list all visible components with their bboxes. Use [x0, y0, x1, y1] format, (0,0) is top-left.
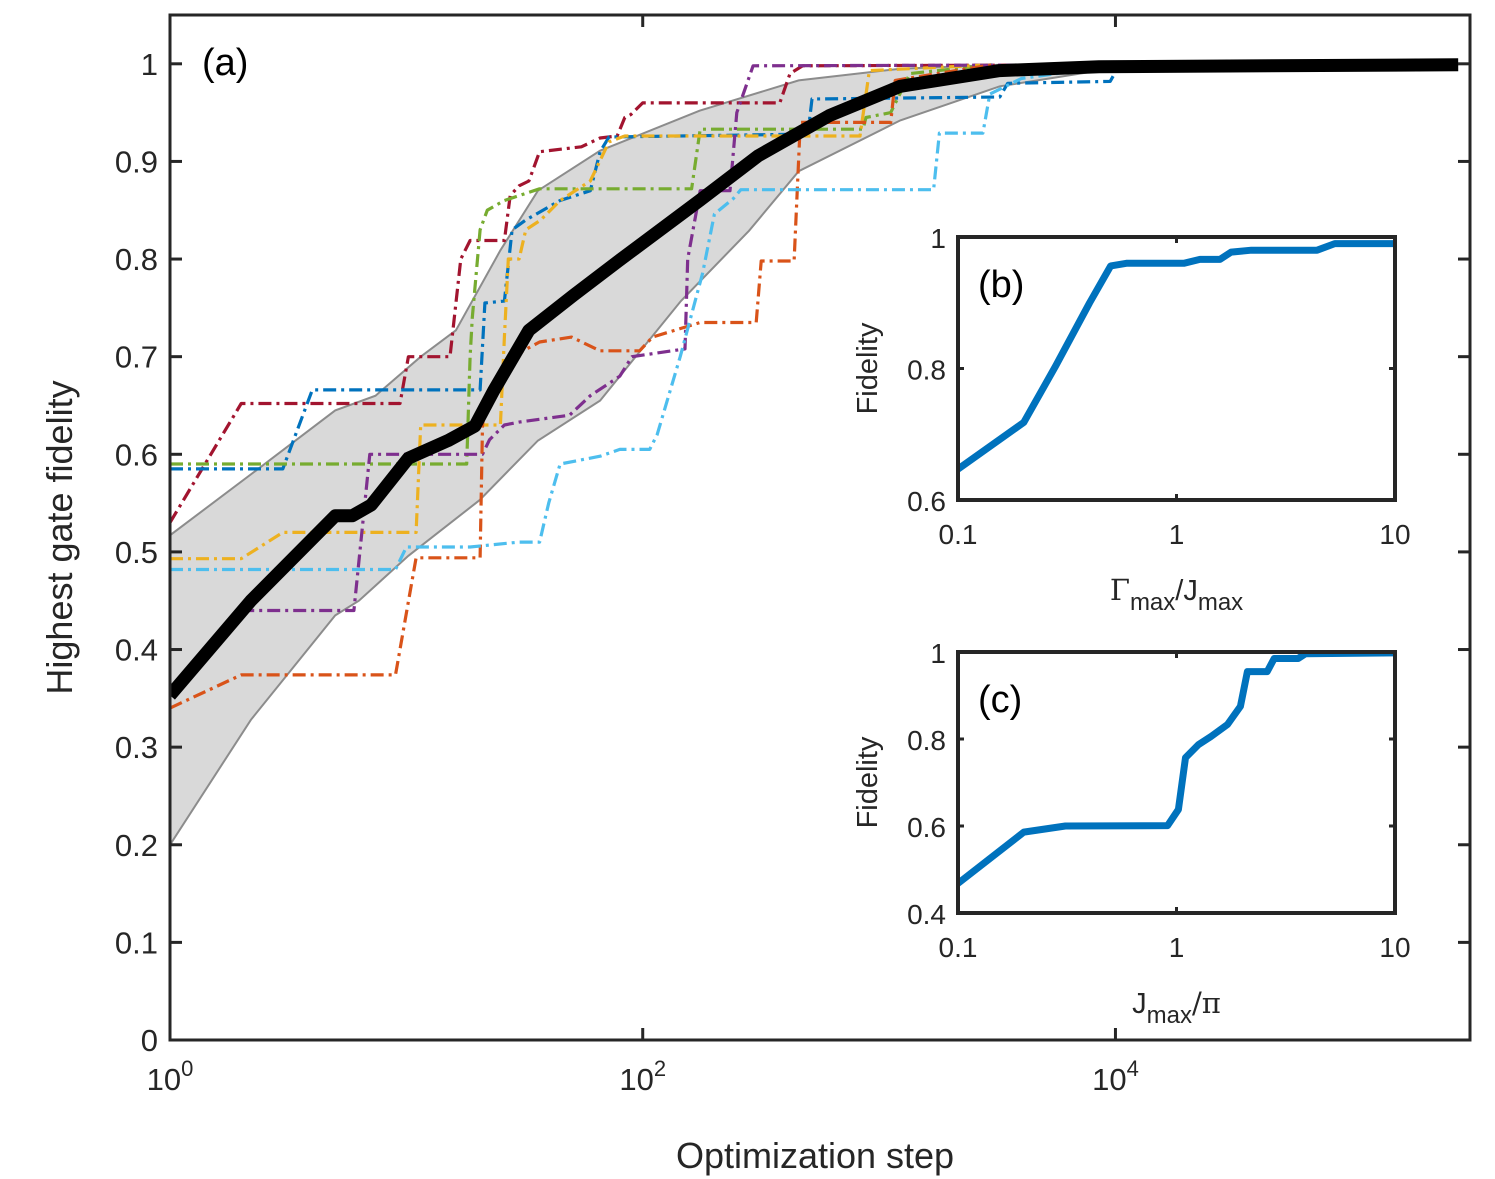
panel-label: (b) [978, 264, 1024, 306]
y-tick-label: 0.1 [115, 925, 158, 960]
y-tick-label: 0.8 [907, 355, 946, 386]
x-tick-label: 1 [1169, 519, 1185, 550]
plot-area [170, 58, 1459, 846]
y-tick-label: 0.3 [115, 730, 158, 765]
plot-area [958, 652, 1395, 887]
x-tick-label: 104 [1092, 1056, 1139, 1097]
series-line-fidelity [958, 240, 1395, 473]
y-tick-label: 0.6 [907, 486, 946, 517]
y-tick-label: 0.2 [115, 828, 158, 863]
x-tick-label: 100 [147, 1056, 194, 1097]
x-tick-label: 0.1 [939, 519, 978, 550]
mean-line [170, 58, 1459, 700]
x-tick-label: 10 [1379, 519, 1410, 550]
y-tick-label: 1 [930, 223, 946, 254]
plot-background [958, 652, 1395, 913]
series-line-run-yellow [170, 63, 992, 561]
x-tick-label: 10 [1379, 932, 1410, 963]
y-tick-label: 0.8 [907, 725, 946, 756]
x-tick-label: 102 [619, 1056, 666, 1097]
series-line-run-orange [170, 63, 993, 710]
series-line-run-purple [241, 63, 1116, 613]
y-tick-label: 0.8 [115, 242, 158, 277]
y-tick-label: 1 [141, 47, 158, 82]
series-line-fidelity [958, 652, 1395, 887]
y-axis-title: Highest gate fidelity [39, 380, 80, 694]
x-axis-title: Jmax/π [1132, 986, 1221, 1029]
x-tick-label-base: 10 [1092, 1062, 1126, 1097]
x-axis-title: Optimization step [676, 1135, 954, 1176]
y-tick-label: 0 [141, 1023, 158, 1058]
y-tick-label: 0.4 [115, 633, 158, 668]
x-tick-label: 0.1 [939, 932, 978, 963]
inset-b-plot: 0.6 0.8 1 0.1 1 10 (b) Fidelity Γmax/Jmax [852, 223, 1411, 616]
panel-label: (a) [202, 42, 248, 84]
x-axis-title: Γmax/Jmax [1110, 573, 1243, 616]
series-line-run-green [170, 63, 993, 466]
y-tick-label: 0.5 [115, 535, 158, 570]
axes-box [168, 13, 1472, 1042]
x-axis-title-part: J [1132, 988, 1147, 1020]
y-tick-label: 0.9 [115, 144, 158, 179]
y-tick-label: 0.6 [907, 812, 946, 843]
panel-label: (c) [978, 679, 1022, 721]
x-axis-title-part: Γ [1110, 573, 1130, 607]
y-axis-title: Fidelity [852, 322, 884, 414]
x-axis-title-subscript: max [1147, 1002, 1192, 1029]
x-tick-label: 1 [1169, 932, 1185, 963]
y-tick-label: 0.7 [115, 340, 158, 375]
x-axis-title-subscript: max [1130, 589, 1175, 616]
inset-c-plot: 0.4 0.6 0.8 1 0.1 1 10 (c) Fidelity Jmax/π [852, 638, 1411, 1029]
plot-area [958, 240, 1395, 473]
series-line-run-lightblue [170, 63, 1120, 572]
y-tick-label: 0.4 [907, 899, 946, 930]
x-tick-label-exponent: 0 [181, 1056, 193, 1081]
x-tick-label-exponent: 2 [654, 1056, 666, 1081]
y-axis-title: Fidelity [852, 736, 884, 828]
x-axis-title-part: /J [1175, 575, 1198, 607]
y-tick-label: 0.6 [115, 437, 158, 472]
x-tick-label-base: 10 [619, 1062, 653, 1097]
x-tick-label-exponent: 4 [1127, 1056, 1139, 1081]
y-tick-label: 1 [930, 638, 946, 669]
series-line-run-darkred [170, 63, 1116, 524]
x-axis-title-subscript: max [1198, 589, 1243, 616]
x-axis-title-part: /π [1192, 986, 1221, 1020]
x-tick-label-base: 10 [147, 1062, 181, 1097]
plot-background [958, 237, 1395, 500]
